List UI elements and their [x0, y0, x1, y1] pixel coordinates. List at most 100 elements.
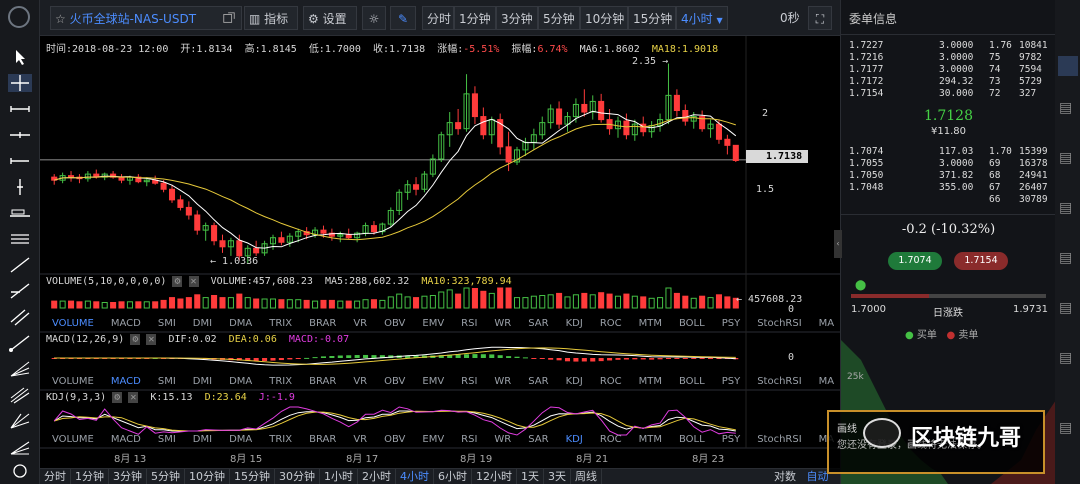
eye-icon[interactable] — [8, 462, 32, 480]
bottom-period-tab[interactable]: 12小时 — [472, 469, 517, 484]
indicator-tab[interactable]: MTM — [638, 318, 662, 329]
indicator-tab[interactable]: WR — [494, 434, 512, 445]
theme-icon[interactable]: ☼ — [362, 6, 386, 30]
period-tab-5[interactable]: 5分钟 — [538, 6, 580, 30]
indicator-tab[interactable]: DMA — [229, 434, 253, 445]
bottom-period-tab[interactable]: 4小时 — [396, 469, 434, 484]
indicator-tab[interactable]: VR — [353, 376, 368, 387]
indicator-tab[interactable]: RSI — [461, 318, 478, 329]
indicator-tab[interactable]: ROC — [599, 318, 622, 329]
bottom-period-tab[interactable]: 分时 — [40, 469, 71, 484]
log-scale-toggle[interactable]: 对数 — [774, 470, 796, 483]
cursor-arrow-icon[interactable] — [8, 48, 32, 66]
bars-icon[interactable]: ▤ — [1059, 300, 1073, 316]
pitchfork-icon[interactable] — [8, 386, 32, 404]
indicator-tab[interactable]: EMV — [422, 376, 445, 387]
auto-scale-toggle[interactable]: 自动 — [806, 470, 829, 483]
trend-line-icon[interactable] — [8, 256, 32, 274]
crosshair-icon[interactable] — [8, 74, 32, 92]
indicator-tab[interactable]: MA — [819, 434, 834, 445]
market-selector[interactable]: ☆ 火币全球站-NAS-USDT — [50, 6, 242, 30]
indicator-tab[interactable]: KDJ — [565, 434, 583, 445]
vertical-line-icon[interactable] — [8, 178, 32, 196]
chart-area[interactable]: 时间:2018-08-23 12:00 开:1.8134 高:1.8145 低:… — [40, 36, 873, 484]
gann-icon[interactable] — [8, 412, 32, 430]
fullscreen-icon[interactable]: ⛶ — [808, 6, 832, 30]
bottom-period-tab[interactable]: 1天 — [517, 469, 544, 484]
bottom-period-tab[interactable]: 1分钟 — [71, 469, 109, 484]
indicator-tab[interactable]: StochRSI — [757, 434, 802, 445]
indicator-tab[interactable]: RSI — [461, 376, 478, 387]
settings-small-icon[interactable]: ⚙ — [172, 276, 183, 287]
bars-icon[interactable]: ▤ — [1059, 250, 1073, 266]
indicator-tab[interactable]: TRIX — [269, 376, 293, 387]
indicator-tab[interactable]: MA — [818, 318, 835, 329]
settings-button[interactable]: ⚙ 设置 — [303, 6, 357, 30]
settings-small-icon[interactable]: ⚙ — [112, 392, 123, 403]
indicator-tab[interactable]: BRAR — [309, 434, 337, 445]
indicators-button[interactable]: ▥ 指标 — [244, 6, 298, 30]
chart-mode-icon[interactable] — [1058, 56, 1078, 76]
channel-icon[interactable] — [8, 308, 32, 326]
indicator-tab[interactable]: OBV — [384, 376, 406, 387]
indicator-tab[interactable]: PSY — [721, 434, 741, 445]
indicator-tab[interactable]: RSI — [461, 434, 478, 445]
indicator-tab[interactable]: TRIX — [269, 318, 293, 329]
bars-icon[interactable]: ▤ — [1059, 100, 1073, 116]
indicator-tab[interactable]: DMI — [192, 318, 213, 329]
indicator-tab[interactable]: BOLL — [679, 376, 705, 387]
sell-price-pill[interactable]: 1.7154 — [954, 252, 1008, 270]
indicator-tab[interactable]: EMV — [422, 318, 445, 329]
popout-icon[interactable] — [218, 9, 235, 27]
indicator-tab[interactable]: SMI — [157, 318, 176, 329]
indicator-tab[interactable]: SMI — [157, 434, 176, 445]
fib-fan-icon[interactable] — [8, 360, 32, 378]
indicator-tab[interactable]: SAR — [528, 318, 549, 329]
horizontal-ray-icon[interactable] — [8, 100, 32, 118]
bottom-period-tab[interactable]: 30分钟 — [275, 469, 320, 484]
indicator-tab[interactable]: PSY — [721, 318, 741, 329]
bottom-period-tab[interactable]: 15分钟 — [230, 469, 275, 484]
indicator-tab[interactable]: BRAR — [309, 376, 337, 387]
period-tab-1[interactable]: 1分钟 — [454, 6, 496, 30]
indicator-tab[interactable]: DMA — [229, 376, 253, 387]
pencil-icon[interactable]: ✎ — [390, 6, 416, 30]
close-small-icon[interactable]: ✕ — [128, 392, 139, 403]
bars-icon[interactable]: ▤ — [1059, 150, 1073, 166]
indicator-tab[interactable]: DMI — [192, 376, 213, 387]
indicator-tab[interactable]: SAR — [528, 376, 549, 387]
horizontal-line-icon[interactable] — [8, 126, 32, 144]
indicator-tab[interactable]: KDJ — [565, 376, 583, 387]
period-tab-10[interactable]: 10分钟 — [580, 6, 628, 30]
price-line-icon[interactable] — [8, 204, 32, 222]
indicator-tab[interactable]: SMI — [157, 376, 176, 387]
indicator-tab[interactable]: VOLUME — [52, 434, 94, 445]
horizontal-segment-icon[interactable] — [8, 152, 32, 170]
fan-lines-icon[interactable] — [8, 438, 32, 456]
order-book-row[interactable]: 1.7074 117.03 1.70 15399 — [849, 146, 1049, 157]
bottom-period-tab[interactable]: 1小时 — [320, 469, 358, 484]
bottom-period-tab[interactable]: 6小时 — [434, 469, 472, 484]
indicator-tab[interactable]: OBV — [384, 318, 406, 329]
order-book-row[interactable]: 1.7048 355.00 67 26407 — [849, 182, 1049, 193]
bottom-period-tab[interactable]: 3分钟 — [109, 469, 147, 484]
trend-angle-icon[interactable] — [8, 282, 32, 300]
indicator-tab[interactable]: ROC — [599, 376, 622, 387]
indicator-tab[interactable]: DMI — [192, 434, 213, 445]
indicator-tab[interactable]: WR — [494, 376, 512, 387]
star-icon[interactable]: ☆ — [55, 12, 66, 26]
indicator-tab[interactable]: VOLUME — [52, 318, 94, 329]
ray-icon[interactable] — [8, 334, 32, 352]
order-book-row[interactable]: 1.7050 371.82 68 24941 — [849, 170, 1049, 181]
order-book-row[interactable]: 1.7227 3.0000 1.76 10841 — [849, 40, 1049, 51]
period-dropdown[interactable]: 4小时 ▼ — [676, 6, 728, 30]
close-small-icon[interactable]: ✕ — [188, 276, 199, 287]
collapse-panel-icon[interactable]: ‹ — [834, 230, 842, 258]
indicator-tab[interactable]: ROC — [599, 434, 622, 445]
period-tab-15[interactable]: 15分钟 — [628, 6, 676, 30]
close-small-icon[interactable]: ✕ — [146, 334, 157, 345]
order-book-row[interactable]: 1.7154 30.000 72 327 — [849, 88, 1049, 99]
indicator-tab[interactable]: MACD — [110, 376, 141, 387]
indicator-tab[interactable]: EMV — [422, 434, 445, 445]
indicator-tab[interactable]: VOLUME — [52, 376, 94, 387]
